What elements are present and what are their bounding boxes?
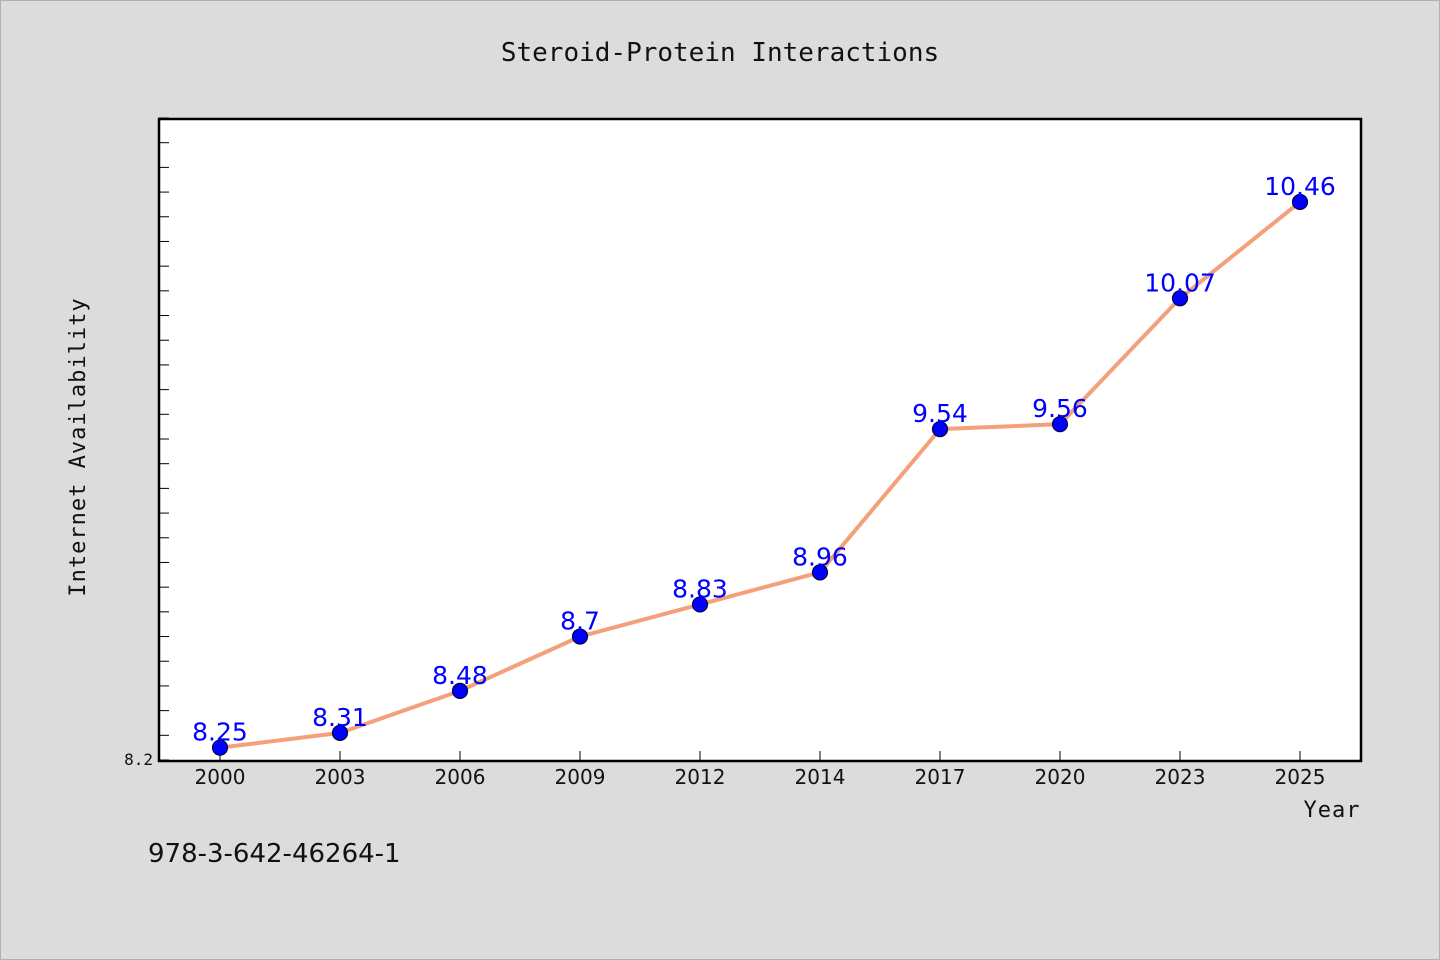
data-point [1051,416,1069,433]
series-line-group [219,200,1302,750]
chart-title: Steroid-Protein Interactions [501,38,939,68]
y-axis-tick-labels: 8.2 [124,750,153,769]
x-axis-label: Year [1304,798,1361,823]
data-label: 8.96 [792,542,848,571]
x-tick-label: 2012 [675,765,726,789]
data-label: 10.46 [1264,172,1336,201]
x-tick-label: 2003 [315,765,366,789]
data-markers [211,193,1309,756]
x-tick-label: 2009 [555,765,606,789]
x-axis-ticks [219,751,1301,761]
y-axis-ticks [159,117,169,761]
data-labels: 8.25 8.31 8.48 8.7 8.83 8.96 9.54 9.56 10.07 10.4… [192,172,1336,747]
data-point [1171,290,1189,307]
data-label: 9.54 [912,399,968,428]
data-label: 8.83 [672,574,728,603]
data-point [691,596,709,613]
x-tick-label: 2023 [1155,765,1206,789]
x-tick-label: 2000 [195,765,246,789]
x-tick-label: 2006 [435,765,486,789]
y-axis-label: Internet Availability [66,297,91,596]
data-point [331,724,349,741]
data-point [451,682,469,699]
x-tick-label: 2014 [795,765,846,789]
isbn-text: 978-3-642-46264-1 [148,839,401,869]
x-tick-label: 2025 [1275,765,1326,789]
x-axis-tick-labels: 2000 2003 2006 2009 2012 2014 2017 2020 2023 2025 [195,765,1326,789]
y-tick-label: 8.2 [124,750,153,769]
series-line [219,200,1302,750]
data-point [811,564,829,581]
data-point [571,628,589,645]
plot-area [157,117,1363,763]
data-label: 8.31 [312,703,368,732]
data-label: 9.56 [1032,394,1088,423]
data-point [931,421,949,438]
data-label: 8.48 [432,661,488,690]
x-tick-label: 2017 [915,765,966,789]
data-label: 10.07 [1144,268,1216,297]
data-label: 8.7 [560,607,600,636]
x-tick-label: 2020 [1035,765,1086,789]
data-label: 8.25 [192,718,248,747]
data-point [1291,193,1309,211]
data-point [211,739,229,756]
